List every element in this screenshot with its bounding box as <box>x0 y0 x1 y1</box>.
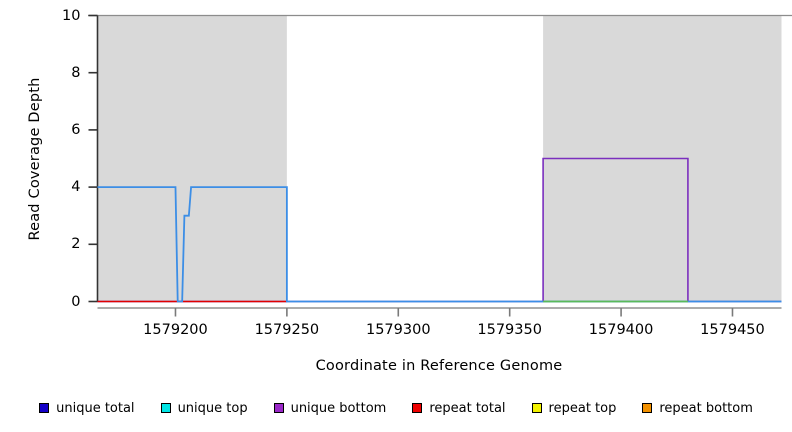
legend-swatch-icon <box>531 403 542 413</box>
legend-item-unique-total[interactable]: unique total <box>39 400 135 416</box>
x-tick-label-1579250: 1579250 <box>254 321 320 338</box>
legend-swatch-icon <box>39 403 50 413</box>
legend-item-unique-bottom[interactable]: unique bottom <box>273 400 387 416</box>
legend-label: unique bottom <box>290 400 387 416</box>
legend-item-unique-top[interactable]: unique top <box>160 400 248 416</box>
legend-label: unique total <box>56 400 135 416</box>
chart-legend: unique total unique top unique bottom repea… <box>0 396 792 420</box>
trace-blue-coverage-step <box>97 186 782 303</box>
legend-item-repeat-total[interactable]: repeat total <box>412 400 506 416</box>
y-tick-label-8: 8 <box>71 64 81 81</box>
legend-item-repeat-bottom[interactable]: repeat bottom <box>642 401 753 416</box>
x-tick-label-1579300: 1579300 <box>365 321 431 338</box>
x-tick-label-1579450: 1579450 <box>700 321 765 338</box>
legend-swatch-icon <box>273 403 284 413</box>
legend-item-repeat-top[interactable]: repeat top <box>531 400 617 416</box>
legend-swatch-icon <box>642 403 653 413</box>
legend-swatch-icon <box>160 403 171 413</box>
legend-label: repeat bottom <box>659 400 753 416</box>
y-axis-title: Read Coverage Depth <box>27 77 43 241</box>
y-tick-label-0: 0 <box>71 293 81 310</box>
legend-label: repeat top <box>548 400 617 416</box>
x-tick-label-1579400: 1579400 <box>588 321 654 338</box>
y-tick-label-10: 10 <box>62 7 81 24</box>
x-tick-label-1579350: 1579350 <box>477 321 542 338</box>
legend-label: repeat total <box>429 400 506 416</box>
y-tick-label-6: 6 <box>71 121 81 138</box>
y-tick-label-2: 2 <box>71 236 81 253</box>
legend-label: unique top <box>177 400 248 416</box>
repeat-region-left-band <box>97 15 287 302</box>
x-axis-title: Coordinate in Reference Genome <box>315 358 563 374</box>
x-tick-label-1579200: 1579200 <box>143 321 208 338</box>
y-tick-label-4: 4 <box>71 179 81 196</box>
legend-swatch-icon <box>412 403 423 413</box>
